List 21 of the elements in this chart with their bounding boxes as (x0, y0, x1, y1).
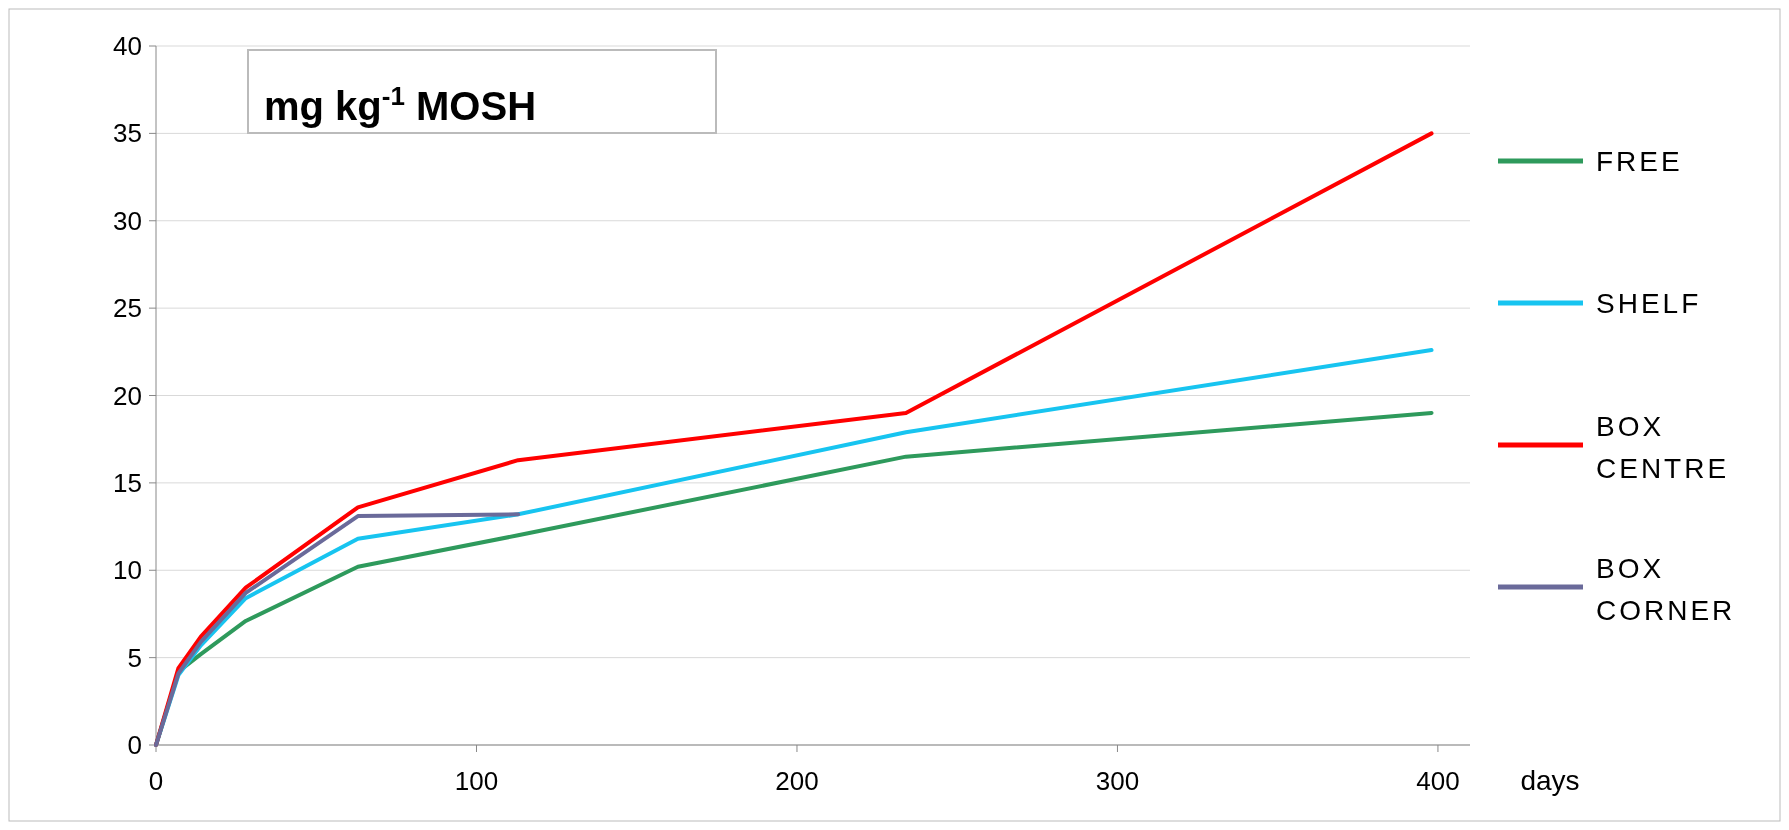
legend-label: FREE (1596, 146, 1683, 177)
y-tick-label: 10 (113, 555, 142, 586)
text: mg kg$^{-1}$ MOSH (264, 81, 537, 128)
legend-label: BOX CENTRE (1596, 411, 1730, 484)
legend-label: SHELF (1596, 288, 1702, 319)
y-tick-label: 20 (113, 380, 142, 411)
y-tick-label: 40 (113, 31, 142, 62)
line-series (154, 512, 521, 747)
y-tick-label: 35 (113, 118, 142, 149)
y-tick-label: 25 (113, 293, 142, 324)
y-tick-label: 5 (127, 642, 142, 673)
legend-label: BOX CORNER (1596, 553, 1736, 626)
x-tick-label: 300 (1095, 766, 1140, 796)
y-tick-label: 0 (127, 730, 142, 761)
x-tick-label: 400 (1416, 766, 1460, 796)
x-tick-label: 100 (454, 766, 499, 796)
x-axis-title: days (1520, 765, 1580, 796)
x-tick-label: 200 (775, 766, 819, 796)
y-tick-label: 15 (113, 467, 142, 498)
x-tick-label: 0 (148, 766, 164, 796)
y-tick-label: 30 (113, 205, 142, 236)
